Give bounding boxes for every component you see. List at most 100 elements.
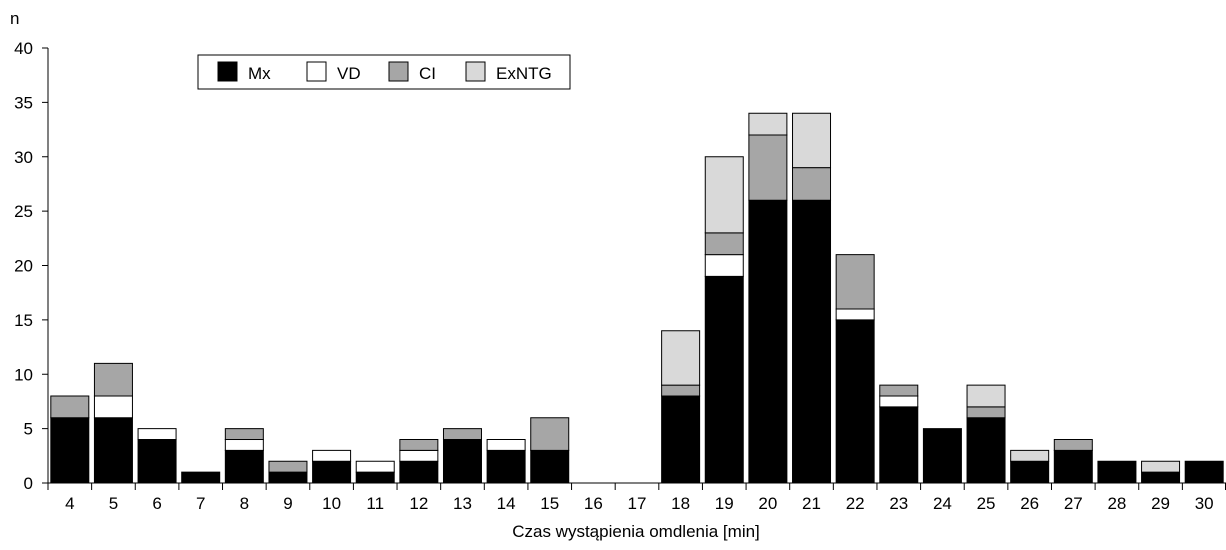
bar-segment-mx-5 <box>93 417 133 484</box>
bar-segment-vd-23 <box>879 395 919 408</box>
bar-segment-ci-21 <box>792 167 832 201</box>
bar-segment-vd-19 <box>704 254 744 277</box>
bar-segment-mx-29 <box>1141 471 1181 484</box>
x-tick-label-24: 24 <box>933 494 952 513</box>
x-tick-label-9: 9 <box>283 494 292 513</box>
legend-swatch-mx <box>217 61 238 82</box>
bar-segment-ci-8 <box>224 428 264 441</box>
bar-segment-vd-6 <box>137 428 177 441</box>
x-tick-label-17: 17 <box>628 494 647 513</box>
y-tick-label-25: 25 <box>14 202 33 221</box>
x-tick-label-21: 21 <box>802 494 821 513</box>
bar-segment-mx-7 <box>181 471 221 484</box>
x-tick-label-10: 10 <box>322 494 341 513</box>
x-tick-label-16: 16 <box>584 494 603 513</box>
x-tick-label-23: 23 <box>889 494 908 513</box>
bar-segment-mx-4 <box>50 417 90 484</box>
bar-segment-ci-9 <box>268 460 308 473</box>
x-tick-label-8: 8 <box>240 494 249 513</box>
bar-segment-mx-15 <box>530 449 570 484</box>
x-axis-title: Czas wystąpienia omdlenia [min] <box>512 522 760 541</box>
bar-segment-mx-12 <box>399 460 439 484</box>
y-tick-label-40: 40 <box>14 39 33 58</box>
bar-segment-ci-25 <box>966 406 1006 419</box>
x-tick-label-13: 13 <box>453 494 472 513</box>
x-tick-label-28: 28 <box>1107 494 1126 513</box>
bar-segment-ci-20 <box>748 134 788 201</box>
x-tick-label-20: 20 <box>758 494 777 513</box>
bar-segment-ci-22 <box>835 254 875 310</box>
legend-label-mx: Mx <box>248 64 271 83</box>
y-tick-label-35: 35 <box>14 93 33 112</box>
x-tick-label-12: 12 <box>409 494 428 513</box>
legend-swatch-vd <box>306 61 327 82</box>
bar-segment-mx-9 <box>268 471 308 484</box>
legend-swatch-exntg <box>465 61 486 82</box>
bar-segment-mx-18 <box>661 395 701 484</box>
bar-segment-mx-30 <box>1184 460 1224 484</box>
bar-segment-mx-24 <box>922 428 962 484</box>
bar-segment-exntg-26 <box>1010 449 1050 462</box>
x-tick-label-29: 29 <box>1151 494 1170 513</box>
legend-box <box>197 54 571 90</box>
bar-segment-exntg-29 <box>1141 460 1181 473</box>
bar-segment-mx-10 <box>312 460 352 484</box>
bar-segment-vd-12 <box>399 449 439 462</box>
x-tick-label-11: 11 <box>366 494 384 513</box>
bar-segment-ci-19 <box>704 232 744 256</box>
bar-segment-mx-22 <box>835 319 875 484</box>
legend-swatch-ci <box>388 61 409 82</box>
x-tick-label-27: 27 <box>1064 494 1083 513</box>
x-tick-label-6: 6 <box>152 494 161 513</box>
bar-segment-mx-6 <box>137 439 177 484</box>
legend-label-exntg: ExNTG <box>496 64 552 83</box>
x-tick-label-14: 14 <box>497 494 516 513</box>
x-tick-label-15: 15 <box>540 494 559 513</box>
bar-segment-mx-28 <box>1097 460 1137 484</box>
bar-segment-ci-12 <box>399 439 439 451</box>
bar-segment-vd-14 <box>486 439 526 451</box>
bar-segment-mx-20 <box>748 199 788 484</box>
bar-segment-ci-27 <box>1053 439 1093 451</box>
x-tick-label-25: 25 <box>977 494 996 513</box>
x-tick-label-19: 19 <box>715 494 734 513</box>
bar-segment-ci-18 <box>661 384 701 397</box>
bar-segment-exntg-20 <box>748 112 788 136</box>
bar-segment-vd-8 <box>224 439 264 451</box>
legend-label-vd: VD <box>337 64 361 83</box>
bar-segment-ci-4 <box>50 395 90 419</box>
y-tick-label-30: 30 <box>14 148 33 167</box>
x-tick-label-4: 4 <box>65 494 74 513</box>
bar-segment-mx-19 <box>704 275 744 484</box>
legend: Mx VD CI ExNTG <box>197 54 571 90</box>
bar-segment-exntg-25 <box>966 384 1006 408</box>
x-tick-label-30: 30 <box>1195 494 1214 513</box>
bar-segment-mx-25 <box>966 417 1006 484</box>
bar-segment-ci-5 <box>93 362 133 397</box>
bar-segment-mx-27 <box>1053 449 1093 484</box>
bar-segment-ci-23 <box>879 384 919 397</box>
y-axis-title: n <box>10 9 19 28</box>
x-tick-label-18: 18 <box>671 494 690 513</box>
bar-segment-mx-21 <box>792 199 832 484</box>
y-tick-label-20: 20 <box>14 257 33 276</box>
y-tick-label-0: 0 <box>24 474 33 493</box>
y-tick-label-15: 15 <box>14 311 33 330</box>
bar-segment-mx-11 <box>355 471 395 484</box>
bar-segment-exntg-19 <box>704 156 744 234</box>
bar-segment-mx-14 <box>486 449 526 484</box>
bar-segment-exntg-21 <box>792 112 832 169</box>
bar-segment-vd-22 <box>835 308 875 321</box>
bar-segment-mx-26 <box>1010 460 1050 484</box>
legend-label-ci: CI <box>419 64 436 83</box>
bar-segment-ci-13 <box>442 428 482 441</box>
x-tick-label-7: 7 <box>196 494 205 513</box>
bar-segment-mx-23 <box>879 406 919 484</box>
y-tick-label-10: 10 <box>14 365 33 384</box>
x-tick-label-5: 5 <box>109 494 118 513</box>
x-tick-label-22: 22 <box>846 494 865 513</box>
bar-segment-mx-13 <box>442 439 482 484</box>
